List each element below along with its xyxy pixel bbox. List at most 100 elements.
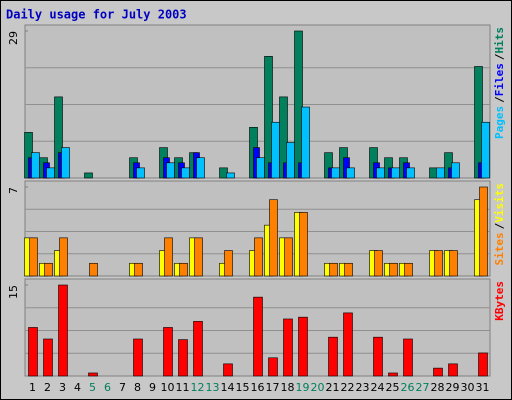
bar: [133, 338, 143, 377]
chart-title: Daily usage for July 2003: [6, 8, 187, 22]
bar: [376, 167, 385, 179]
bar: [178, 339, 188, 377]
bar: [343, 312, 353, 377]
bar: [163, 327, 173, 377]
bar: [481, 121, 490, 179]
bar: [434, 250, 443, 277]
x-tick-label: 24: [371, 381, 385, 394]
x-tick-label: 23: [356, 381, 370, 394]
bar: [299, 212, 308, 277]
x-tick-label: 15: [236, 381, 250, 394]
bar: [286, 142, 295, 179]
x-tick-label: 1: [29, 381, 36, 394]
bar: [404, 262, 413, 277]
bar: [194, 237, 203, 277]
x-tick-label: 30: [461, 381, 475, 394]
x-tick-label: 28: [431, 381, 445, 394]
bar: [226, 172, 235, 179]
x-tick-label: 7: [119, 381, 126, 394]
y-tick-label: 7: [7, 187, 20, 194]
legend-entry: Visits: [493, 183, 506, 223]
x-tick-label: 31: [476, 381, 490, 394]
x-tick-label: 9: [149, 381, 156, 394]
x-tick-label: 20: [311, 381, 325, 394]
bar: [403, 338, 413, 377]
bar: [58, 284, 68, 377]
legend: Pages/Files/Hits: [493, 27, 506, 139]
x-tick-label: 4: [74, 381, 81, 394]
x-tick-label: 10: [161, 381, 175, 394]
x-tick-label: 21: [326, 381, 340, 394]
bar: [388, 372, 398, 377]
legend: Sites /Visits: [493, 183, 506, 266]
bar: [346, 167, 355, 179]
legend-separator: /: [493, 96, 506, 103]
bar: [254, 237, 263, 277]
bar: [84, 172, 93, 179]
bar: [391, 167, 400, 179]
bar: [448, 363, 458, 377]
bar: [479, 186, 488, 277]
bar: [433, 367, 443, 377]
legend: KBytes: [493, 281, 506, 321]
x-tick-label: 14: [221, 381, 235, 394]
legend-entry: Hits: [493, 27, 506, 54]
bar: [193, 321, 203, 377]
bar: [328, 336, 338, 377]
x-tick-label: 17: [266, 381, 280, 394]
x-tick-label: 2: [44, 381, 51, 394]
x-tick-label: 25: [386, 381, 400, 394]
bar: [301, 106, 310, 179]
bar: [284, 237, 293, 277]
bar: [389, 262, 398, 277]
bar: [196, 157, 205, 179]
bar: [29, 237, 38, 277]
bar: [331, 167, 340, 179]
bar: [373, 336, 383, 377]
y-tick-label: 15: [7, 285, 20, 299]
y-tick-label: 29: [7, 31, 20, 45]
bar: [88, 372, 98, 377]
bar: [269, 199, 278, 277]
bar: [223, 363, 233, 377]
bar: [61, 147, 70, 179]
bar: [374, 250, 383, 277]
bar: [166, 162, 175, 179]
bar: [179, 262, 188, 277]
bar: [283, 318, 293, 377]
bar: [181, 167, 190, 179]
x-tick-label: 26: [401, 381, 415, 394]
legend-entry: Sites: [493, 232, 506, 265]
legend-separator: /: [493, 222, 506, 229]
bar: [164, 237, 173, 277]
legend-entry: Files: [493, 63, 506, 96]
bar: [89, 262, 98, 277]
legend-separator: /: [493, 53, 506, 60]
bar: [44, 262, 53, 277]
x-tick-label: 3: [59, 381, 66, 394]
bar: [134, 262, 143, 277]
bar: [329, 262, 338, 277]
bar: [46, 167, 55, 179]
x-tick-label: 6: [104, 381, 111, 394]
x-tick-label: 16: [251, 381, 265, 394]
bar: [28, 327, 38, 377]
x-tick-label: 22: [341, 381, 355, 394]
bar: [31, 152, 40, 179]
bar: [406, 167, 415, 179]
bar: [43, 338, 53, 377]
legend-entry: KBytes: [493, 281, 506, 321]
x-tick-label: 27: [416, 381, 430, 394]
bar: [253, 296, 263, 377]
bar: [256, 157, 265, 179]
bar: [478, 352, 488, 377]
bar: [449, 250, 458, 277]
bar: [224, 250, 233, 277]
bar: [436, 167, 445, 179]
bar: [298, 316, 308, 377]
x-tick-label: 19: [296, 381, 310, 394]
bar: [59, 237, 68, 277]
x-tick-label: 11: [176, 381, 190, 394]
x-tick-label: 12: [191, 381, 205, 394]
